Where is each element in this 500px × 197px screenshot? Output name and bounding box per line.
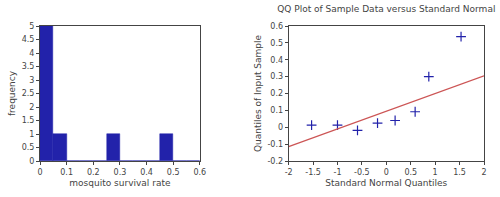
svg-text:0.1: 0.1 [270,106,283,115]
svg-text:2: 2 [481,168,486,177]
svg-text:0: 0 [278,123,283,132]
svg-text:0.5: 0.5 [404,168,417,177]
svg-text:-0.1: -0.1 [267,140,283,149]
svg-text:Standard Normal Quantiles: Standard Normal Quantiles [325,178,447,188]
svg-text:0.6: 0.6 [270,22,283,31]
svg-text:0.5: 0.5 [270,39,283,48]
svg-text:-0.5: -0.5 [354,168,370,177]
svg-text:3.5: 3.5 [22,62,35,71]
svg-text:0.4: 0.4 [270,56,283,65]
svg-text:0.5: 0.5 [22,143,35,152]
svg-text:0.2: 0.2 [87,168,100,177]
svg-text:0: 0 [29,157,34,166]
svg-text:4: 4 [29,49,34,58]
svg-text:1: 1 [433,168,438,177]
svg-text:frequency: frequency [7,70,17,116]
svg-text:0.1: 0.1 [60,168,73,177]
svg-text:0.6: 0.6 [193,168,206,177]
svg-text:QQ Plot of Sample Data versus: QQ Plot of Sample Data versus Standard N… [277,4,495,14]
svg-text:-2: -2 [285,168,293,177]
svg-text:0.3: 0.3 [270,72,283,81]
svg-text:5: 5 [29,22,34,31]
svg-text:-1: -1 [333,168,341,177]
svg-text:0: 0 [384,168,389,177]
svg-text:-0.2: -0.2 [267,157,283,166]
svg-text:0.3: 0.3 [114,168,127,177]
svg-text:-1.5: -1.5 [305,168,321,177]
svg-text:0.2: 0.2 [270,89,283,98]
svg-text:1: 1 [29,130,34,139]
svg-text:0: 0 [37,168,42,177]
svg-text:mosquito survival rate: mosquito survival rate [69,178,171,188]
svg-text:1.5: 1.5 [453,168,466,177]
svg-text:Quantiles of Input Sample: Quantiles of Input Sample [253,35,263,153]
svg-text:1.5: 1.5 [22,116,35,125]
svg-text:2: 2 [29,103,34,112]
svg-text:4.5: 4.5 [22,35,35,44]
svg-text:2.5: 2.5 [22,89,35,98]
svg-text:0.4: 0.4 [140,168,153,177]
svg-text:0.5: 0.5 [167,168,180,177]
svg-text:3: 3 [29,76,34,85]
